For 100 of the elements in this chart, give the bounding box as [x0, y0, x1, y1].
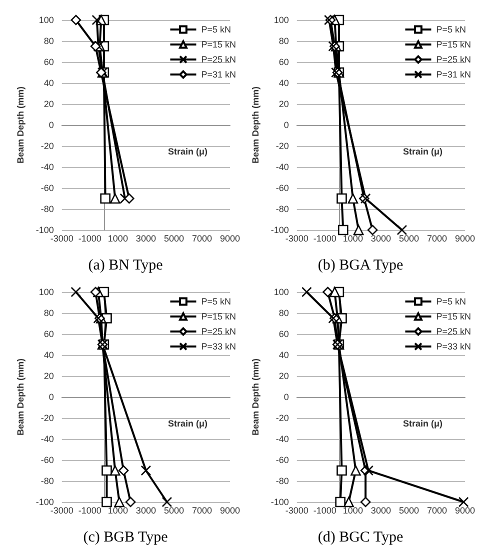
x-tick-label: 3000	[136, 506, 156, 516]
x-tick-label: 3000	[370, 506, 391, 516]
x-tick-label: -3000	[285, 234, 308, 244]
x-tick-label: -1000	[78, 234, 102, 244]
legend-label: P=25 kN	[201, 54, 236, 64]
y-tick-label: 0	[48, 392, 54, 402]
y-axis-title: Beam Depth (mm)	[250, 358, 260, 436]
legend-label: P=5 kN	[436, 24, 466, 34]
legend-label: P=5 kN	[201, 24, 231, 34]
y-tick-label: 100	[274, 15, 289, 25]
x-tick-label: 7000	[426, 506, 447, 516]
y-tick-label: 80	[44, 36, 54, 46]
y-tick-label: -80	[40, 476, 54, 486]
x-axis-title: Strain (μ)	[168, 418, 208, 428]
y-tick-label: -20	[40, 141, 54, 151]
y-tick-label: 40	[278, 350, 289, 360]
legend-label: P=25 kN	[201, 326, 236, 336]
y-tick-label: -40	[276, 162, 289, 172]
x-axis-title: Strain (μ)	[168, 146, 208, 156]
y-tick-label: -60	[40, 183, 54, 193]
y-tick-label: -80	[276, 476, 289, 486]
x-tick-label: 9000	[220, 506, 240, 516]
y-tick-label: -100	[36, 225, 54, 235]
y-axis-title: Beam Depth (mm)	[250, 86, 260, 164]
x-tick-label: 9000	[454, 506, 476, 516]
x-tick-label: 5000	[164, 506, 184, 516]
x-tick-label: 7000	[192, 506, 212, 516]
x-tick-label: 9000	[220, 234, 240, 244]
y-tick-label: -80	[40, 204, 54, 214]
legend-label: P=25 kN	[436, 326, 472, 336]
legend-label: P=15 kN	[201, 312, 236, 322]
y-tick-label: -40	[276, 434, 289, 444]
y-tick-label: -20	[40, 413, 54, 423]
text: (a) BN Type	[88, 258, 164, 274]
y-tick-label: 0	[284, 120, 289, 130]
x-tick-label: 7000	[192, 234, 212, 244]
x-axis-title: Strain (μ)	[402, 418, 443, 428]
y-tick-label: -100	[36, 497, 54, 507]
legend-label: P=33 kN	[436, 342, 472, 352]
y-tick-label: 20	[44, 99, 54, 109]
y-tick-label: 40	[278, 78, 289, 88]
y-tick-label: 100	[38, 15, 54, 25]
legend-label: P=5 kN	[436, 296, 466, 306]
y-tick-label: -40	[40, 162, 54, 172]
y-tick-label: 60	[278, 57, 289, 67]
x-tick-label: -1000	[78, 506, 102, 516]
y-tick-label: 40	[44, 350, 54, 360]
x-tick-label: -1000	[313, 234, 336, 244]
legend-label: P=15 kN	[436, 312, 472, 322]
y-tick-label: 80	[44, 308, 54, 318]
legend-label: P=5 kN	[201, 296, 231, 306]
y-tick-label: 100	[274, 287, 289, 297]
y-tick-label: 60	[44, 57, 54, 67]
x-tick-label: 1000	[108, 506, 128, 516]
y-axis-title: Beam Depth (mm)	[16, 86, 26, 164]
y-tick-label: -80	[276, 204, 289, 214]
legend-label: P=31 kN	[201, 70, 236, 80]
y-tick-label: 60	[44, 329, 54, 339]
y-tick-label: 20	[278, 99, 289, 109]
x-axis-title: Strain (μ)	[402, 146, 443, 156]
text: (d) BGC Type	[318, 530, 404, 546]
y-tick-label: 80	[278, 308, 289, 318]
y-tick-label: -20	[276, 141, 289, 151]
y-tick-label: 80	[278, 36, 289, 46]
y-tick-label: -40	[40, 434, 54, 444]
x-tick-label: 1000	[342, 234, 363, 244]
legend-label: P=15 kN	[201, 40, 236, 50]
y-tick-label: -100	[270, 497, 289, 507]
x-tick-label: -1000	[313, 506, 336, 516]
y-tick-label: -60	[276, 183, 289, 193]
x-tick-label: 3000	[136, 234, 156, 244]
x-tick-label: 5000	[398, 234, 419, 244]
legend-label: P=25 kN	[436, 54, 472, 64]
x-tick-label: -3000	[50, 234, 74, 244]
x-tick-label: -3000	[50, 506, 74, 516]
y-tick-label: 20	[44, 371, 54, 381]
legend-label: P=33 kN	[201, 342, 236, 352]
legend-label: P=31 kN	[436, 70, 472, 80]
text: (c) BGB Type	[83, 530, 168, 546]
y-tick-label: -60	[276, 455, 289, 465]
x-tick-label: 1000	[342, 506, 363, 516]
text: (b) BGA Type	[318, 258, 404, 274]
y-tick-label: -20	[276, 413, 289, 423]
y-tick-label: 20	[278, 371, 289, 381]
x-tick-label: 9000	[454, 234, 476, 244]
legend-label: P=15 kN	[436, 40, 472, 50]
y-tick-label: -60	[40, 455, 54, 465]
x-tick-label: 5000	[398, 506, 419, 516]
y-tick-label: 60	[278, 329, 289, 339]
x-tick-label: 1000	[108, 234, 128, 244]
y-tick-label: 0	[48, 120, 54, 130]
y-axis-title: Beam Depth (mm)	[16, 358, 26, 436]
x-tick-label: 7000	[426, 234, 447, 244]
y-tick-label: 0	[284, 392, 289, 402]
x-tick-label: 5000	[164, 234, 184, 244]
y-tick-label: 100	[38, 287, 54, 297]
x-tick-label: 3000	[370, 234, 391, 244]
y-tick-label: -100	[270, 225, 289, 235]
x-tick-label: -3000	[285, 506, 308, 516]
y-tick-label: 40	[44, 78, 54, 88]
